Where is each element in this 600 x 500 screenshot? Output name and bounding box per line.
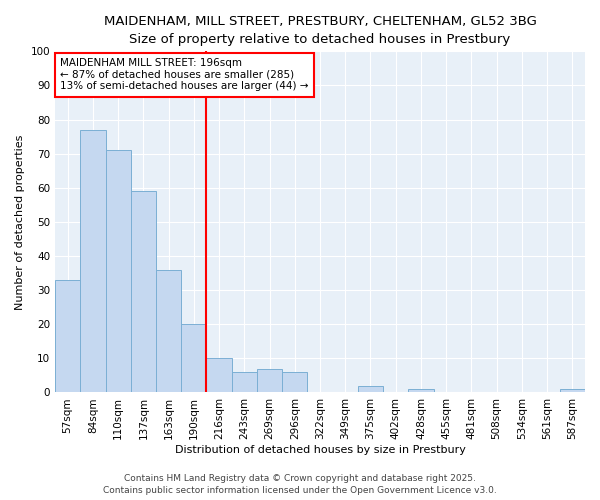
Bar xyxy=(358,386,383,392)
Text: Contains HM Land Registry data © Crown copyright and database right 2025.
Contai: Contains HM Land Registry data © Crown c… xyxy=(103,474,497,495)
Bar xyxy=(560,389,585,392)
Bar xyxy=(131,191,156,392)
Bar xyxy=(232,372,257,392)
Bar xyxy=(55,280,80,392)
Bar xyxy=(181,324,206,392)
Bar xyxy=(80,130,106,392)
Bar xyxy=(106,150,131,392)
Bar xyxy=(282,372,307,392)
Bar xyxy=(156,270,181,392)
Y-axis label: Number of detached properties: Number of detached properties xyxy=(15,134,25,310)
Bar xyxy=(409,389,434,392)
Text: MAIDENHAM MILL STREET: 196sqm
← 87% of detached houses are smaller (285)
13% of : MAIDENHAM MILL STREET: 196sqm ← 87% of d… xyxy=(61,58,309,92)
Bar xyxy=(257,368,282,392)
Title: MAIDENHAM, MILL STREET, PRESTBURY, CHELTENHAM, GL52 3BG
Size of property relativ: MAIDENHAM, MILL STREET, PRESTBURY, CHELT… xyxy=(104,15,536,46)
Bar xyxy=(206,358,232,392)
X-axis label: Distribution of detached houses by size in Prestbury: Distribution of detached houses by size … xyxy=(175,445,466,455)
